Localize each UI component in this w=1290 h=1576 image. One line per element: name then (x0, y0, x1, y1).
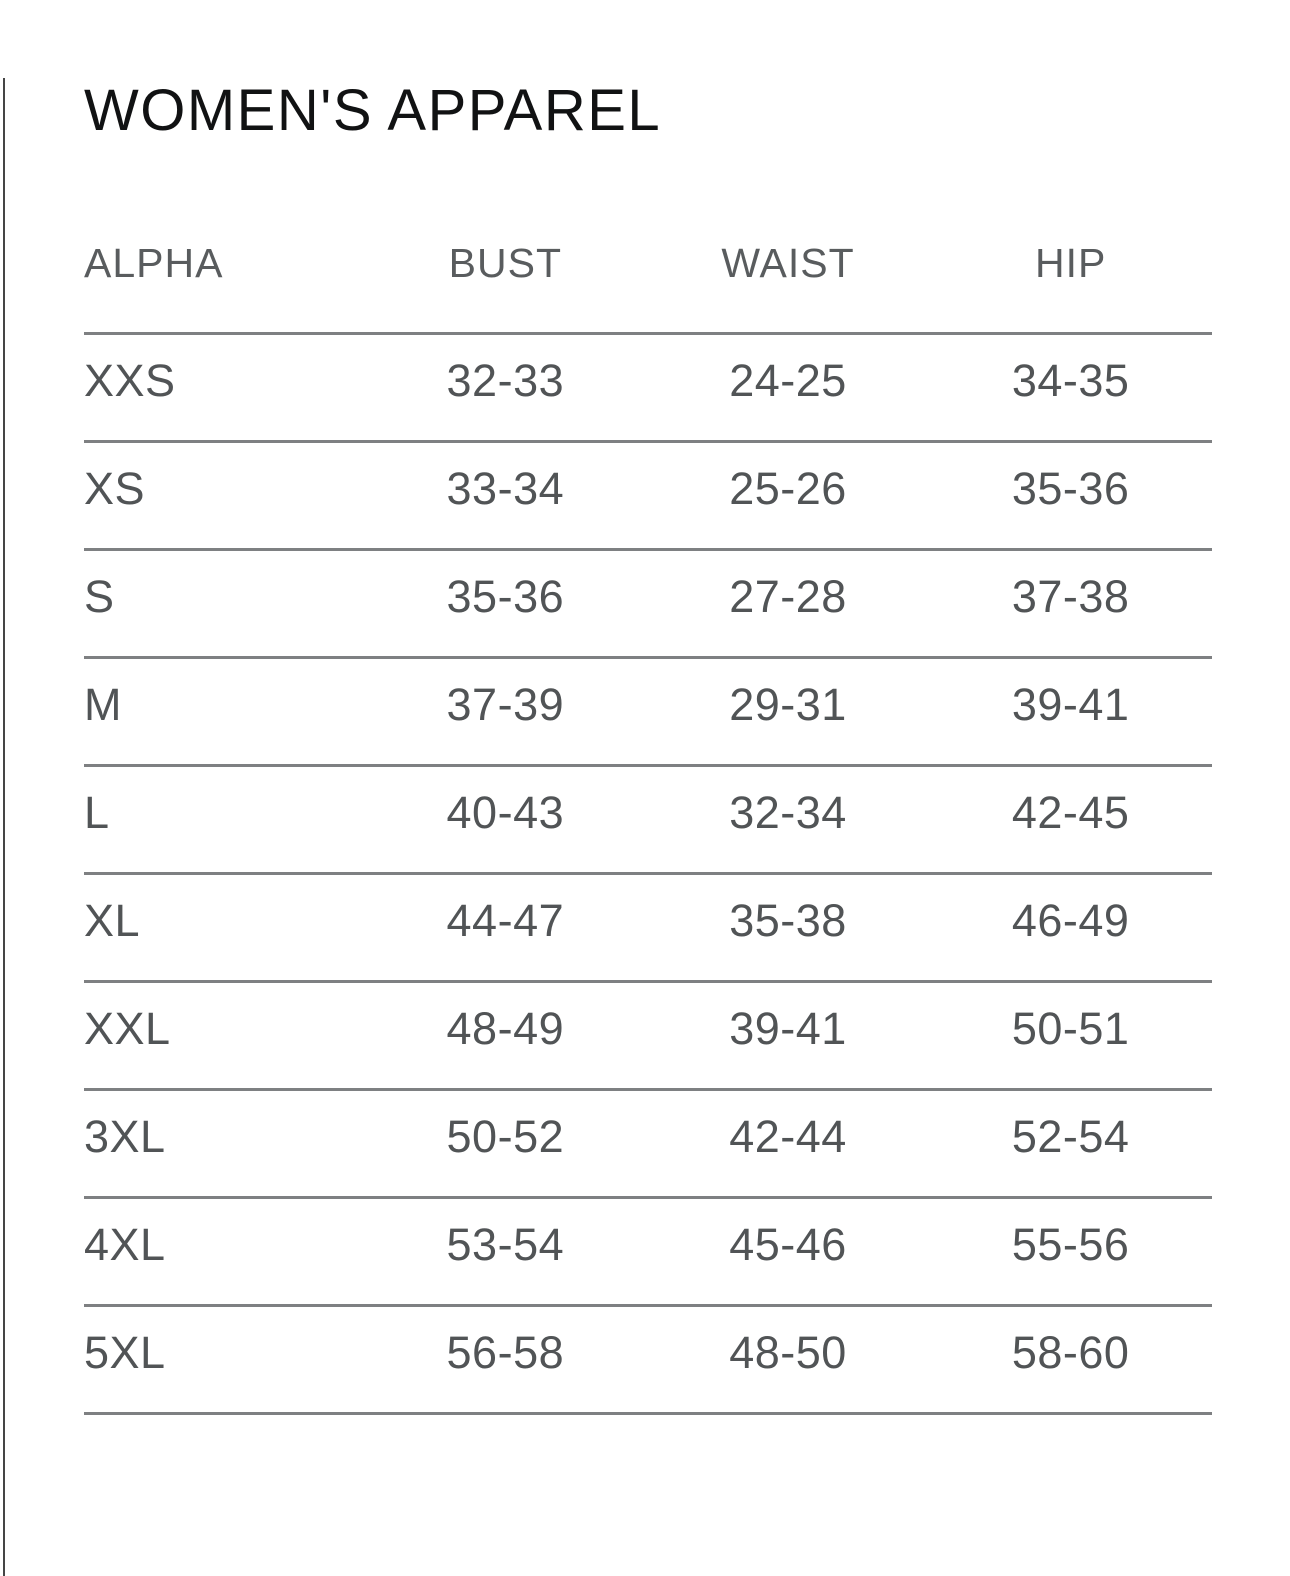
bust-cell: 35-36 (446, 570, 565, 622)
alpha-cell: XS (84, 462, 146, 514)
column-header-bust: BUST (448, 239, 562, 286)
column-header-alpha: ALPHA (84, 239, 224, 286)
alpha-cell: XXS (84, 354, 176, 406)
table-row: XS 33-34 25-26 35-36 (84, 439, 1212, 548)
waist-cell: 25-26 (729, 462, 847, 514)
bust-cell: 44-47 (446, 894, 565, 946)
bust-cell: 32-33 (446, 354, 565, 406)
hip-cell: 52-54 (1011, 1110, 1130, 1162)
table-row: XXL 48-49 39-41 50-51 (84, 979, 1212, 1088)
bust-cell: 33-34 (446, 462, 565, 514)
size-chart-table: ALPHA BUST WAIST HIP XXS 32-33 24-25 34-… (84, 239, 1212, 1415)
column-header-waist: WAIST (721, 239, 855, 286)
bust-cell: 40-43 (446, 786, 565, 838)
waist-cell: 24-25 (729, 354, 847, 406)
alpha-cell: 5XL (84, 1326, 166, 1378)
waist-cell: 48-50 (729, 1326, 847, 1378)
table-row: L 40-43 32-34 42-45 (84, 763, 1212, 872)
waist-cell: 42-44 (729, 1110, 847, 1162)
bust-cell: 48-49 (446, 1002, 565, 1054)
table-row: 3XL 50-52 42-44 52-54 (84, 1087, 1212, 1196)
hip-cell: 58-60 (1011, 1326, 1130, 1378)
waist-cell: 29-31 (729, 678, 847, 730)
waist-cell: 35-38 (729, 894, 847, 946)
alpha-cell: M (84, 678, 122, 730)
waist-cell: 32-34 (729, 786, 847, 838)
page-title: WOMEN'S APPAREL (84, 78, 662, 143)
hip-cell: 46-49 (1011, 894, 1130, 946)
hip-cell: 55-56 (1011, 1218, 1130, 1270)
hip-cell: 34-35 (1011, 354, 1130, 406)
hip-cell: 35-36 (1011, 462, 1130, 514)
alpha-cell: 4XL (84, 1218, 166, 1270)
waist-cell: 27-28 (729, 570, 847, 622)
hip-cell: 39-41 (1011, 678, 1130, 730)
waist-cell: 45-46 (729, 1218, 847, 1270)
table-body: XXS 32-33 24-25 34-35 XS 33-34 25-26 35-… (84, 331, 1212, 1412)
hip-cell: 37-38 (1011, 570, 1130, 622)
hip-cell: 50-51 (1011, 1002, 1130, 1054)
table-row: S 35-36 27-28 37-38 (84, 547, 1212, 656)
size-chart-panel: WOMEN'S APPAREL ALPHA BUST WAIST HIP XXS… (0, 78, 1290, 1415)
table-row: 5XL 56-58 48-50 58-60 (84, 1303, 1212, 1412)
table-row: XL 44-47 35-38 46-49 (84, 871, 1212, 980)
alpha-cell: XL (84, 894, 141, 946)
panel-left-border (3, 78, 5, 1576)
alpha-cell: L (84, 786, 110, 838)
bust-cell: 53-54 (446, 1218, 565, 1270)
alpha-cell: 3XL (84, 1110, 166, 1162)
table-header-row: ALPHA BUST WAIST HIP (84, 239, 1212, 332)
hip-cell: 42-45 (1011, 786, 1130, 838)
table-row: XXS 32-33 24-25 34-35 (84, 331, 1212, 440)
waist-cell: 39-41 (729, 1002, 847, 1054)
bust-cell: 37-39 (446, 678, 565, 730)
alpha-cell: XXL (84, 1002, 171, 1054)
bust-cell: 50-52 (446, 1110, 565, 1162)
table-row: 4XL 53-54 45-46 55-56 (84, 1195, 1212, 1304)
bust-cell: 56-58 (446, 1326, 565, 1378)
column-header-hip: HIP (1034, 239, 1107, 286)
table-row: M 37-39 29-31 39-41 (84, 655, 1212, 764)
alpha-cell: S (84, 570, 115, 622)
